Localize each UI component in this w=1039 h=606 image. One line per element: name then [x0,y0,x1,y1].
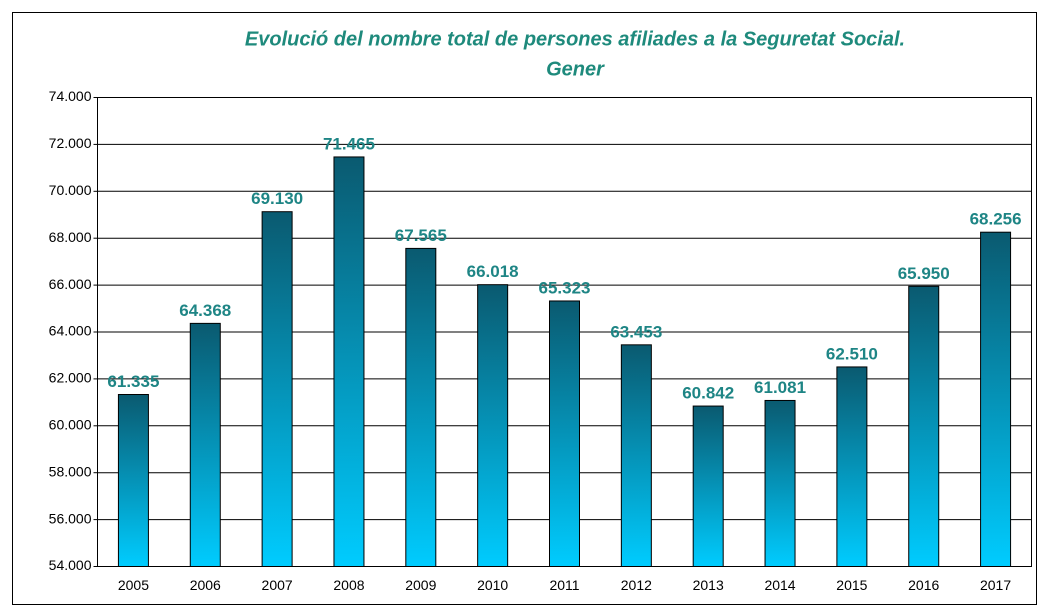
bar [836,366,868,567]
value-label: 63.453 [610,322,662,341]
bar [908,285,940,567]
y-tick-label: 56.000 [49,510,92,526]
bar [620,344,652,567]
x-tick-label: 2014 [764,577,795,593]
bar [189,322,221,567]
x-tick-label: 2005 [118,577,149,593]
x-tick-label: 2006 [190,577,221,593]
bar [333,156,365,568]
x-tick-label: 2010 [477,577,508,593]
value-label: 62.510 [826,344,878,363]
chart-title: Evolució del nombre total de persones af… [245,28,905,50]
value-label: 61.081 [754,378,806,397]
value-label: 71.465 [323,134,375,153]
bar [477,284,509,567]
chart-border [12,12,1037,605]
y-tick-label: 60.000 [49,417,92,433]
value-label: 64.368 [179,301,231,320]
x-tick-label: 2017 [980,577,1011,593]
x-tick-label: 2009 [405,577,436,593]
value-label: 69.130 [251,189,303,208]
x-tick-label: 2011 [549,577,579,593]
y-tick-label: 74.000 [49,88,92,104]
y-tick-label: 62.000 [49,370,92,386]
value-label: 66.018 [467,262,519,281]
y-tick-label: 68.000 [49,229,92,245]
bar [692,405,724,568]
value-label: 65.950 [898,264,950,283]
bar [980,231,1012,567]
x-tick-label: 2015 [836,577,867,593]
chart-title: Gener [546,58,605,80]
bar [261,211,293,567]
y-tick-label: 66.000 [49,276,92,292]
y-tick-label: 64.000 [49,323,92,339]
value-label: 68.256 [970,210,1022,229]
value-label: 67.565 [395,226,447,245]
value-label: 61.335 [107,372,159,391]
x-tick-label: 2013 [693,577,724,593]
x-tick-label: 2012 [621,577,652,593]
bar [764,399,796,568]
value-label: 65.323 [539,278,591,297]
y-tick-label: 70.000 [49,182,92,198]
x-tick-label: 2016 [908,577,939,593]
x-tick-label: 2008 [333,577,364,593]
bar [117,393,149,568]
y-tick-label: 58.000 [49,463,92,479]
bar [549,300,580,567]
x-tick-label: 2007 [262,577,293,593]
y-tick-label: 72.000 [49,135,92,151]
bar [405,247,437,567]
value-label: 60.842 [682,384,734,403]
y-tick-label: 54.000 [49,557,92,573]
